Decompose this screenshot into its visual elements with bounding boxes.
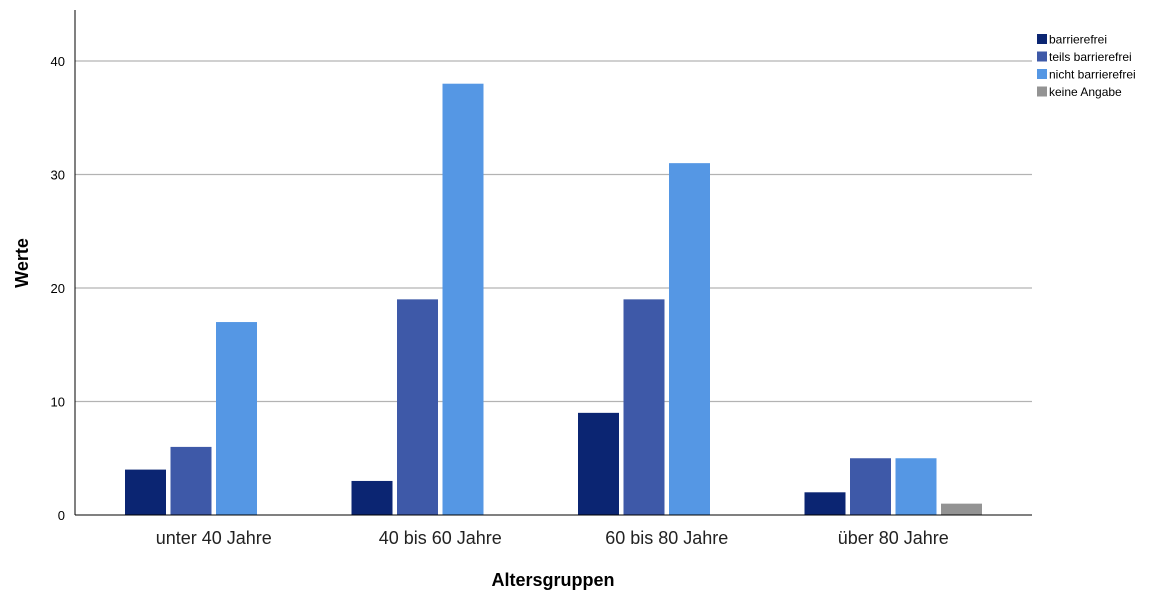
legend-label: teils barrierefrei [1049, 50, 1132, 64]
y-tick-label: 30 [51, 168, 65, 183]
x-tick-labels: unter 40 Jahre 40 bis 60 Jahre 60 bis 80 J… [156, 528, 949, 548]
bar [895, 458, 937, 515]
bar [351, 480, 393, 515]
x-axis-title: Altersgruppen [491, 570, 614, 590]
y-tick-label: 40 [51, 54, 65, 69]
x-tick-label: über 80 Jahre [838, 528, 949, 548]
bars [125, 83, 982, 515]
bar [623, 299, 665, 515]
bar [397, 299, 438, 515]
y-tick-label: 10 [51, 395, 65, 410]
x-tick-label: 60 bis 80 Jahre [605, 528, 728, 548]
bar [442, 83, 484, 515]
legend-swatch [1037, 34, 1047, 44]
bar [125, 469, 166, 515]
x-tick-label: 40 bis 60 Jahre [379, 528, 502, 548]
bar [578, 412, 619, 515]
axes [74, 10, 1032, 516]
gridlines [75, 60, 1032, 403]
x-tick-label: unter 40 Jahre [156, 528, 272, 548]
bar [170, 446, 212, 515]
legend-label: nicht barrierefrei [1049, 68, 1136, 82]
legend-label: barrierefrei [1049, 33, 1107, 47]
y-tick-label: 20 [51, 281, 65, 296]
bar [216, 322, 257, 515]
legend-swatch [1037, 69, 1047, 79]
legend-label: keine Angabe [1049, 85, 1122, 99]
bar [669, 163, 710, 515]
y-tick-labels: 0 10 20 30 40 [51, 54, 65, 523]
bar [850, 458, 891, 515]
bar [941, 503, 982, 515]
legend-swatch [1037, 51, 1047, 62]
legend-swatch [1037, 86, 1047, 97]
bar [804, 492, 846, 515]
legend: barrierefrei teils barrierefrei nicht barr… [1037, 33, 1136, 99]
y-tick-label: 0 [58, 508, 65, 523]
y-axis-title: Werte [12, 238, 32, 288]
